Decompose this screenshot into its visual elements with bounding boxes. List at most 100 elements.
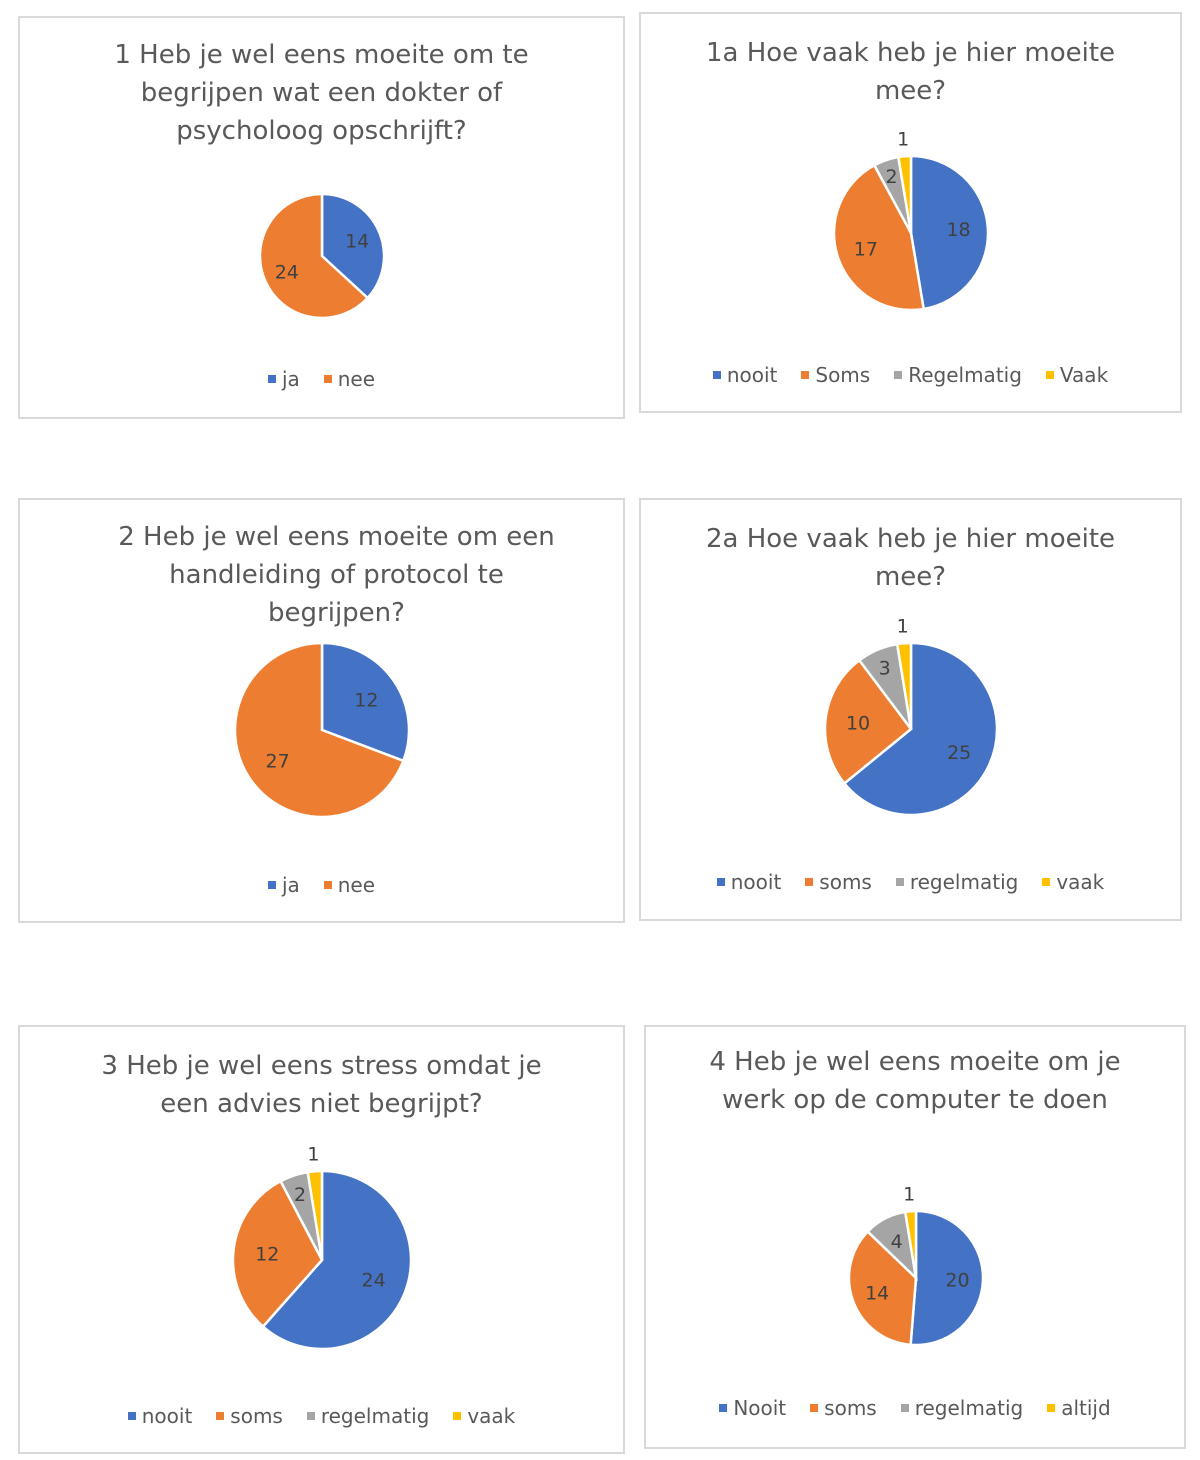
chart-legend: nooit soms regelmatig vaak <box>20 1404 623 1428</box>
legend-item: nee <box>323 873 376 897</box>
pie-chart: 20 14 4 1 <box>847 1183 985 1347</box>
data-label: 18 <box>946 219 970 241</box>
legend-item: regelmatig <box>895 870 1019 894</box>
legend-label: nooit <box>726 363 778 387</box>
legend-label: soms <box>230 1404 283 1428</box>
legend-item: nooit <box>712 363 778 387</box>
data-label: 12 <box>255 1243 279 1265</box>
legend-item: soms <box>810 1396 877 1420</box>
legend-item: regelmatig <box>900 1396 1024 1420</box>
pie-slice-vaak <box>895 641 913 730</box>
data-label: 24 <box>362 1270 386 1292</box>
pie-slice-vaak <box>896 154 913 234</box>
legend-label: regelmatig <box>914 1396 1024 1420</box>
data-label: 14 <box>865 1283 889 1305</box>
data-label: 1 <box>897 615 909 637</box>
legend-swatch <box>1045 370 1054 379</box>
pie-slice-soms <box>823 658 913 786</box>
pie-slice-nooit <box>909 154 990 311</box>
legend-swatch <box>323 880 332 889</box>
legend-item: nooit <box>716 870 781 894</box>
legend-label: nee <box>337 873 376 897</box>
pie-slice-vaak <box>306 1169 324 1261</box>
pie-slice-nooit <box>909 1209 985 1347</box>
chart-panel-3: 3 Heb je wel eens stress omdat je een ad… <box>18 1025 625 1454</box>
pie-chart: 24 12 21 <box>231 1143 413 1351</box>
legend-label: soms <box>819 870 872 894</box>
pie-slice-nee <box>258 192 370 320</box>
legend-label: Soms <box>815 363 871 387</box>
pie-slice-altijd <box>903 1209 918 1279</box>
legend-item: vaak <box>1042 870 1104 894</box>
data-label: 1 <box>307 1143 319 1165</box>
legend-swatch <box>1047 1403 1056 1412</box>
pie-slice-nooit <box>261 1169 413 1351</box>
legend-label: nee <box>337 367 376 391</box>
legend-label: altijd <box>1061 1396 1111 1420</box>
chart-legend: nooit soms regelmatig vaak <box>641 870 1180 894</box>
pie-slice-soms <box>847 1229 918 1347</box>
chart-legend: Nooit soms regelmatig altijd <box>646 1396 1184 1420</box>
chart-title: 2 Heb je wel eens moeite om een handleid… <box>118 522 555 628</box>
legend-swatch <box>323 374 332 383</box>
pie-chart: 14 24 <box>258 192 386 320</box>
chart-legend: ja nee <box>20 367 623 391</box>
chart-panel-1: 1 Heb je wel eens moeite om te begrijpen… <box>18 16 625 419</box>
legend-item: vaak <box>453 1404 515 1428</box>
legend-label: Nooit <box>733 1396 787 1420</box>
legend-swatch <box>801 370 810 379</box>
data-label: 10 <box>846 713 870 735</box>
data-label: 2 <box>294 1184 306 1206</box>
data-label: 12 <box>354 689 378 711</box>
legend-swatch <box>900 1403 909 1412</box>
legend-swatch <box>216 1411 225 1420</box>
data-label: 1 <box>903 1183 915 1205</box>
chart-panel-1a: 1a Hoe vaak heb je hier moeite mee? 18 17… <box>639 12 1182 413</box>
pie-slice-ja <box>320 641 411 763</box>
legend-swatch <box>1042 877 1051 886</box>
pie-chart: 12 27 <box>233 641 411 819</box>
legend-swatch <box>306 1411 315 1420</box>
pie-slice-nee <box>233 641 405 819</box>
pie-slice-ja <box>320 192 386 300</box>
chart-panel-2a: 2a Hoe vaak heb je hier moeite mee? 25 10… <box>639 498 1182 921</box>
data-label: 14 <box>345 231 369 253</box>
data-label: 17 <box>854 239 878 261</box>
pie-slice-soms <box>832 163 926 312</box>
legend-item: Vaak <box>1045 363 1109 387</box>
legend-item: Nooit <box>719 1396 786 1420</box>
pie-chart: 25 10 31 <box>823 615 999 817</box>
legend-swatch <box>810 1403 819 1412</box>
data-label: 27 <box>266 751 290 773</box>
legend-swatch <box>267 374 276 383</box>
legend-item: regelmatig <box>306 1404 429 1428</box>
legend-label: ja <box>281 367 300 391</box>
legend-item: nooit <box>127 1404 193 1428</box>
data-label: 24 <box>275 261 299 283</box>
legend-label: soms <box>824 1396 877 1420</box>
legend-swatch <box>127 1411 136 1420</box>
legend-label: regelmatig <box>909 870 1019 894</box>
data-label: 1 <box>897 128 909 150</box>
legend-label: Regelmatig <box>908 363 1022 387</box>
legend-label: nooit <box>141 1404 193 1428</box>
legend-item: nee <box>323 367 376 391</box>
chart-panel-4: 4 Heb je wel eens moeite om je werk op d… <box>644 1025 1186 1449</box>
legend-item: Soms <box>801 363 870 387</box>
pie-chart: 18 17 21 <box>832 128 990 312</box>
pie-slice-nooit <box>842 641 999 817</box>
legend-item: soms <box>216 1404 283 1428</box>
data-label: 4 <box>891 1231 903 1253</box>
legend-item: ja <box>267 873 300 897</box>
legend-swatch <box>895 877 904 886</box>
legend-swatch <box>805 877 814 886</box>
legend-swatch <box>716 877 725 886</box>
data-label: 20 <box>945 1270 969 1292</box>
chart-title: 4 Heb je wel eens moeite om je werk op d… <box>709 1047 1121 1115</box>
legend-label: vaak <box>1056 870 1105 894</box>
chart-panel-2: 2 Heb je wel eens moeite om een handleid… <box>18 498 625 923</box>
legend-swatch <box>267 880 276 889</box>
legend-label: Vaak <box>1059 363 1109 387</box>
chart-title: 3 Heb je wel eens stress omdat je een ad… <box>101 1051 542 1119</box>
pie-slice-soms <box>231 1179 324 1329</box>
